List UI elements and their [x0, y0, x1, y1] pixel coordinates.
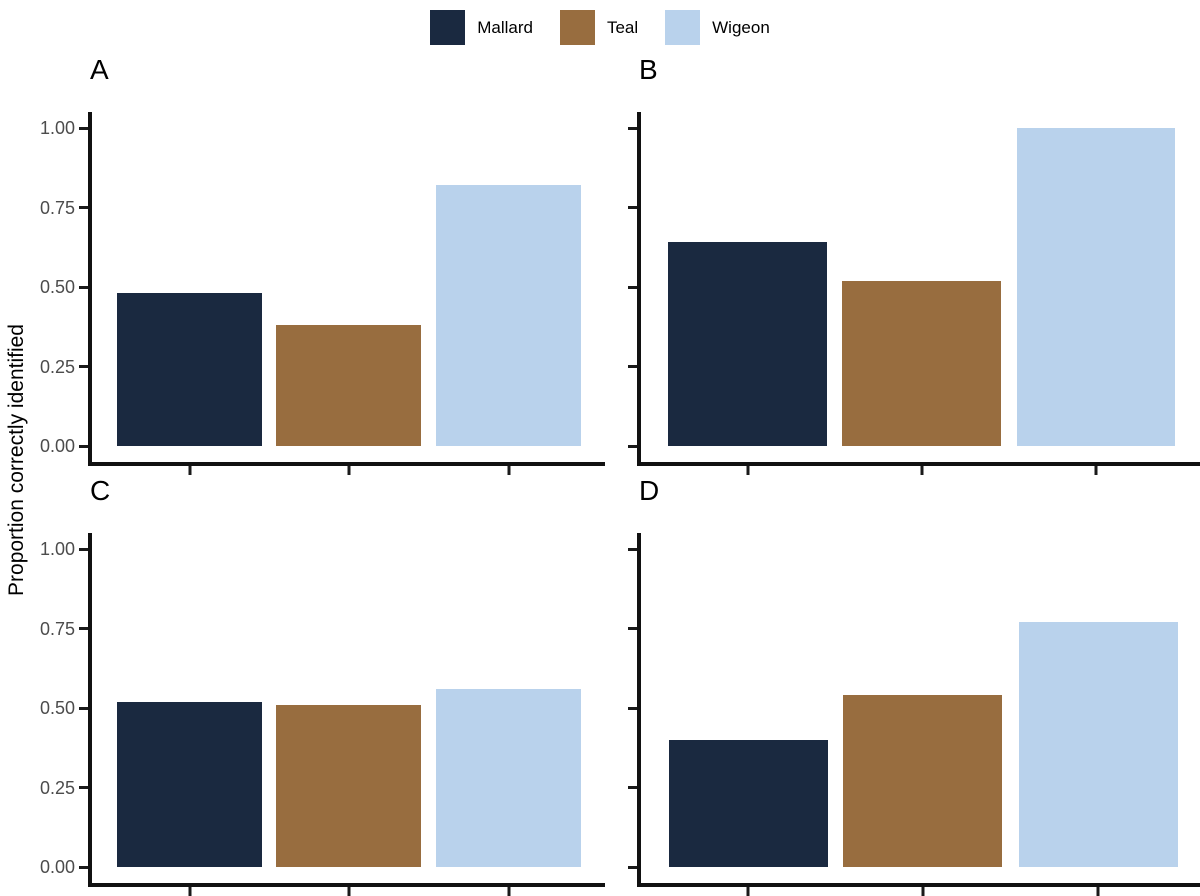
legend-label-teal: Teal	[606, 17, 639, 37]
y-axis-tick	[79, 126, 88, 130]
y-axis-tick	[79, 206, 88, 209]
y-axis-tick-label: 1.00	[39, 539, 75, 559]
bar-mallard-panel-b	[668, 242, 827, 446]
bar-wigeon-panel-a	[436, 185, 582, 446]
y-axis-tick	[628, 865, 637, 869]
y-axis-tick	[79, 865, 88, 869]
x-axis-tick	[746, 466, 750, 475]
mallard-color-swatch	[430, 9, 466, 45]
y-axis-tick	[79, 706, 88, 710]
x-axis-tick	[1094, 466, 1098, 475]
legend: Mallard Teal Wigeon	[0, 7, 1200, 47]
x-axis-tick	[920, 466, 924, 475]
y-axis-tick	[628, 285, 637, 289]
y-axis-tick-label: 1.00	[39, 118, 75, 138]
wigeon-color-swatch	[665, 9, 701, 45]
y-axis-tick	[79, 786, 88, 789]
bar-wigeon-panel-d	[1018, 622, 1179, 867]
x-axis-tick	[746, 887, 750, 896]
panel-a-plot: 0.00 0.25 0.50 0.75 1.00	[40, 112, 605, 475]
bar-mallard-panel-d	[668, 740, 828, 867]
bar-mallard-panel-a	[117, 293, 263, 446]
y-axis-tick	[79, 627, 88, 630]
y-axis-tick	[79, 444, 88, 448]
y-axis-tick	[628, 547, 637, 551]
y-axis-tick	[628, 126, 637, 130]
bar-wigeon-panel-c	[436, 689, 582, 867]
bar-wigeon-panel-b	[1016, 128, 1176, 446]
panel-tag-b: B	[639, 54, 658, 85]
y-axis-tick	[79, 285, 88, 289]
y-axis-tick-label: 0.50	[39, 277, 75, 297]
x-axis-tick	[507, 466, 511, 475]
panel-d-plot	[628, 533, 1200, 896]
y-axis-tick-label: 0.50	[39, 698, 75, 718]
y-axis-tick-label: 0.25	[39, 777, 75, 798]
y-axis-tick	[628, 365, 637, 368]
panel-c-plot: 0.00 0.25 0.50 0.75 1.00	[40, 533, 605, 896]
y-axis-tick	[628, 786, 637, 789]
y-axis-tick	[628, 206, 637, 209]
y-axis-tick	[79, 365, 88, 368]
x-axis-tick	[188, 466, 192, 475]
legend-item-mallard: Mallard	[430, 9, 533, 45]
y-axis-tick	[628, 444, 637, 448]
x-axis-tick	[347, 466, 351, 475]
bar-teal-panel-b	[842, 281, 1001, 446]
y-axis-tick-label: 0.00	[39, 436, 75, 456]
legend-label-wigeon: Wigeon	[712, 17, 770, 37]
panel-b-plot	[628, 112, 1200, 475]
panel-tag-c: C	[90, 475, 111, 506]
x-axis-tick	[1096, 887, 1100, 896]
bar-teal-panel-d	[843, 695, 1003, 867]
y-axis-tick-label: 0.25	[39, 356, 75, 377]
legend-item-teal: Teal	[559, 9, 639, 45]
x-axis-tick	[507, 887, 511, 896]
y-axis-title: Proportion correctly identified	[5, 324, 28, 596]
legend-label-mallard: Mallard	[477, 17, 533, 37]
panel-tag-d: D	[639, 475, 660, 506]
y-axis-tick-label: 0.75	[39, 618, 75, 639]
y-axis-tick	[79, 547, 88, 551]
x-axis-tick	[347, 887, 351, 896]
x-axis-tick	[188, 887, 192, 896]
y-axis-tick	[628, 706, 637, 710]
teal-color-swatch	[559, 9, 595, 45]
x-axis-tick	[921, 887, 925, 896]
legend-item-wigeon: Wigeon	[665, 9, 770, 45]
panel-tag-a: A	[90, 54, 109, 85]
bar-mallard-panel-c	[117, 702, 263, 867]
y-axis-tick-label: 0.75	[39, 197, 75, 218]
bar-teal-panel-a	[276, 325, 422, 446]
y-axis-tick	[628, 627, 637, 630]
bar-teal-panel-c	[276, 705, 422, 867]
y-axis-tick-label: 0.00	[39, 857, 75, 877]
